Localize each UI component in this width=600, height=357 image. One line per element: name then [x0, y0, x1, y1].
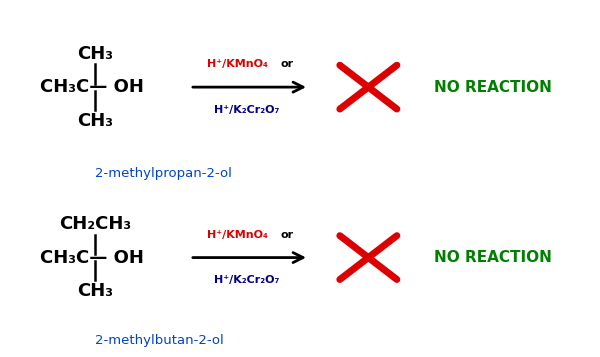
Text: NO REACTION: NO REACTION [434, 250, 552, 265]
Text: or: or [281, 230, 294, 240]
Text: CH₃C— OH: CH₃C— OH [40, 248, 144, 267]
Text: H⁺/KMnO₄: H⁺/KMnO₄ [207, 230, 268, 240]
Text: CH₂CH₃: CH₂CH₃ [59, 215, 131, 233]
Text: CH₃: CH₃ [77, 282, 113, 300]
Text: H⁺/K₂Cr₂O₇: H⁺/K₂Cr₂O₇ [214, 105, 279, 115]
Text: 2-methylpropan-2-ol: 2-methylpropan-2-ol [95, 167, 232, 180]
Text: H⁺/KMnO₄: H⁺/KMnO₄ [207, 59, 268, 69]
Text: CH₃: CH₃ [77, 112, 113, 130]
Text: 2-methylbutan-2-ol: 2-methylbutan-2-ol [95, 334, 224, 347]
Text: H⁺/K₂Cr₂O₇: H⁺/K₂Cr₂O₇ [214, 275, 279, 285]
Text: CH₃C— OH: CH₃C— OH [40, 78, 144, 96]
Text: NO REACTION: NO REACTION [434, 80, 552, 95]
Text: or: or [281, 59, 294, 69]
Text: CH₃: CH₃ [77, 45, 113, 62]
